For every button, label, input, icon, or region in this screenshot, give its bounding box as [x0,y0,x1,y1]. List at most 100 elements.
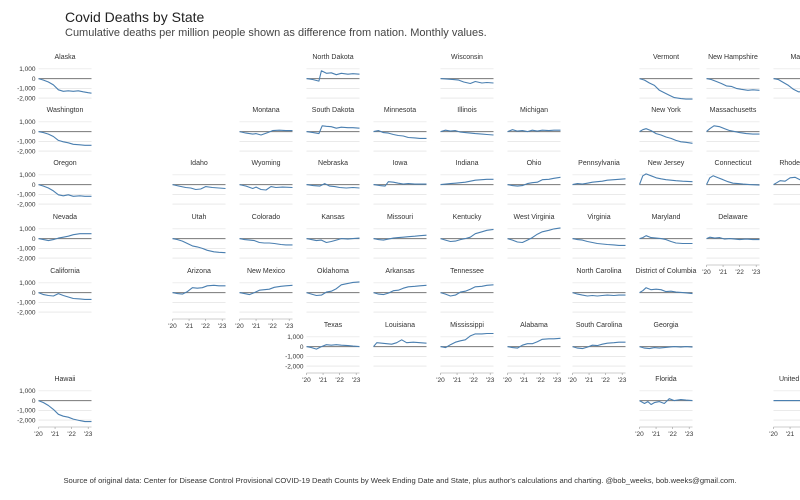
panel-label: Maine [790,54,800,61]
panel-washington: Washington 1,000 0 -1,000 -2,000 [17,107,92,155]
series-line-connecticut [706,175,760,186]
panel-district-of-columbia: District of Columbia [636,268,696,313]
panel-wyoming: Wyoming [239,160,293,205]
panel-label: Vermont [653,54,679,61]
series-line-nevada [38,233,92,242]
panel-label: Arkansas [385,268,415,275]
panel-montana: Montana [239,107,293,152]
panel-rhode-island: Rhode Island [773,160,800,205]
panel-label: Washington [47,107,84,114]
chart-subtitle: Cumulative deaths per million people sho… [65,27,487,39]
panel-texas: Texas 1,000 0 -1,000 -2,000 '20 '21 '22 '23 [285,322,361,384]
x-tick-label: '21 [51,431,60,438]
y-tick-label: 1,000 [19,226,36,233]
series-line-alabama [507,337,561,349]
panel-label: Florida [655,376,677,383]
x-tick-label: '21 [719,269,728,276]
panel-louisiana: Louisiana [373,322,427,367]
panel-label: Alaska [54,54,75,61]
panel-label: Nevada [53,214,77,221]
panel-north-dakota: North Dakota [306,54,360,99]
panel-kentucky: Kentucky [440,214,494,259]
panel-arizona: Arizona '20 '21 '22 '23 [168,268,227,330]
panel-label: Kentucky [453,214,482,221]
series-line-new-hampshire [706,78,760,91]
x-tick-label: '22 [469,377,478,384]
series-line-illinois [440,129,494,136]
y-tick-label: 0 [300,344,304,351]
panel-michigan: Michigan [507,107,561,152]
panel-label: Georgia [654,322,679,329]
panel-label: Illinois [457,107,477,114]
panel-label: Michigan [520,107,548,114]
panel-label: Pennsylvania [578,160,620,167]
panel-alaska: Alaska 1,000 0 -1,000 -2,000 [17,54,92,102]
x-tick-label: '21 [453,377,462,384]
panel-label: Kansas [321,214,345,221]
series-line-west-virginia [507,227,561,244]
panel-minnesota: Minnesota [373,107,427,152]
x-tick-label: '20 [168,323,177,330]
x-tick-label: '23 [352,377,361,384]
y-tick-label: -1,000 [17,192,36,199]
panel-label: Utah [192,214,207,221]
x-tick-label: '23 [218,323,227,330]
x-tick-label: '20 [769,431,778,438]
panel-label: Nebraska [318,160,348,167]
x-tick-label: '23 [685,431,694,438]
panel-alabama: Alabama '20 '21 '22 '23 [503,322,562,384]
panel-label: New Jersey [648,160,685,167]
y-tick-label: 0 [32,129,36,136]
panel-missouri: Missouri [373,214,427,259]
panel-idaho: Idaho [172,160,226,205]
panel-label: Oklahoma [317,268,349,275]
panel-label: North Carolina [576,268,621,275]
y-tick-label: 1,000 [287,334,304,341]
series-line-minnesota [373,130,427,139]
panel-south-dakota: South Dakota [306,107,360,152]
series-line-washington [38,131,92,146]
panel-vermont: Vermont [639,54,693,100]
panel-label: Maryland [652,214,681,221]
panel-arkansas: Arkansas [373,268,427,313]
panel-label: Iowa [393,160,408,167]
x-tick-label: '22 [335,377,344,384]
x-tick-label: '22 [67,431,76,438]
panel-new-york: New York [639,107,693,152]
x-tick-label: '20 [635,431,644,438]
y-tick-label: -1,000 [285,354,304,361]
series-line-massachusetts [706,125,760,135]
series-line-south-carolina [572,341,626,350]
series-line-kentucky [440,228,494,243]
panel-label: Missouri [387,214,414,221]
x-tick-label: '20 [568,377,577,384]
y-tick-label: 0 [32,76,36,83]
series-line-michigan [507,129,561,133]
panel-wisconsin: Wisconsin [440,54,494,99]
panel-tennessee: Tennessee [440,268,494,313]
series-line-maine [773,78,800,93]
y-tick-label: -1,000 [17,246,36,253]
panel-nebraska: Nebraska [306,160,360,205]
series-line-montana [239,129,293,136]
panel-label: New Mexico [247,268,285,275]
panel-label: New Hampshire [708,54,758,61]
series-line-louisiana [373,339,427,347]
series-line-vermont [639,78,693,100]
panel-label: Indiana [456,160,479,167]
panel-label: Texas [324,322,343,329]
x-tick-label: '20 [702,269,711,276]
x-tick-label: '22 [735,269,744,276]
series-line-arizona [172,284,226,295]
series-line-nebraska [306,183,360,189]
panel-illinois: Illinois [440,107,494,152]
series-line-virginia [572,238,626,246]
panel-oregon: Oregon 1,000 0 -1,000 -2,000 [17,160,92,208]
y-tick-label: -2,000 [17,95,36,102]
series-line-idaho [172,184,226,191]
series-line-wyoming [239,184,293,191]
panel-california: California 1,000 0 -1,000 -2,000 [17,268,92,316]
y-tick-label: 0 [32,236,36,243]
x-tick-label: '22 [536,377,545,384]
small-multiples-chart: Alaska 1,000 0 -1,000 -2,000 North Dakota Wisc… [17,54,800,438]
